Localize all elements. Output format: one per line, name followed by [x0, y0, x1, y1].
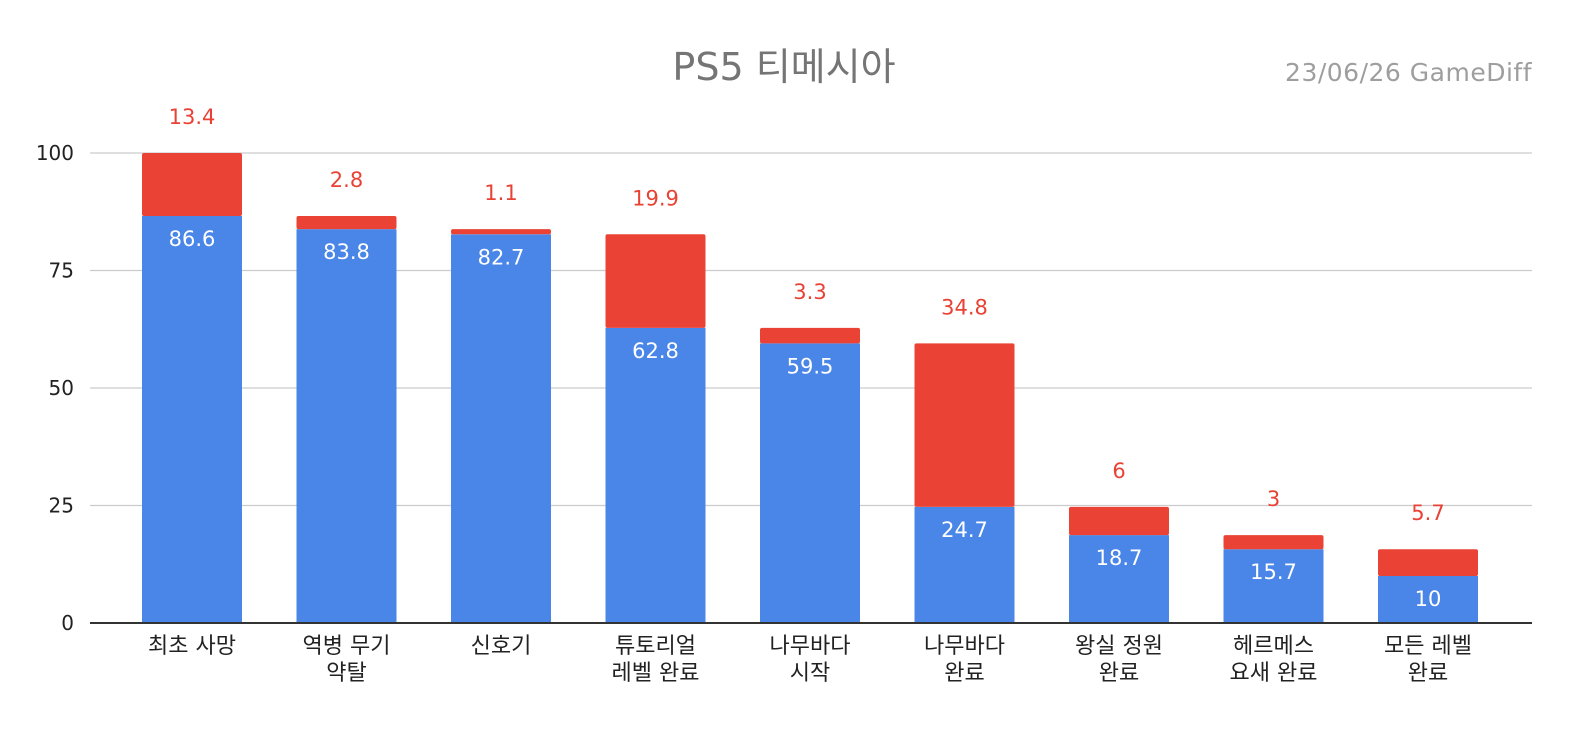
value-label-bottom: 83.8 [323, 240, 370, 264]
bar-segment-blue [451, 234, 551, 623]
bar-segment-red [451, 229, 551, 235]
bar-segment-red [142, 153, 242, 216]
category-label: 역병 무기 [303, 634, 391, 659]
y-tick-label: 50 [49, 376, 74, 400]
y-axis-ticks: 0 25 50 75 100 [36, 141, 74, 635]
category-label: 모든 레벨 [1384, 634, 1472, 659]
value-label-top: 19.9 [632, 186, 679, 210]
value-label-top: 2.8 [330, 168, 363, 192]
category-label: 완료 [1408, 661, 1448, 686]
bar-segment-blue [142, 215, 242, 624]
bar-segment-blue [1069, 535, 1169, 623]
bar-segment-blue [1223, 549, 1324, 623]
value-label-bottom: 18.7 [1096, 546, 1143, 570]
value-label-top: 3 [1267, 487, 1280, 511]
bar-segment-red [1378, 549, 1478, 576]
bars [142, 153, 1478, 624]
value-label-top: 1.1 [484, 181, 517, 205]
bar-segment-blue [760, 343, 860, 623]
bar-segment-red [1223, 535, 1324, 550]
y-tick-label: 25 [49, 494, 74, 518]
category-label: 약탈 [326, 661, 366, 686]
category-label: 완료 [944, 661, 984, 686]
value-labels: 86.6 13.4 83.8 2.8 82.7 1.1 62.8 19.9 59.5 3.3 24.… [169, 105, 1445, 611]
bar-segment-blue [605, 327, 706, 623]
y-tick-label: 100 [36, 141, 74, 165]
y-tick-label: 0 [61, 611, 74, 635]
value-label-top: 34.8 [941, 295, 988, 319]
value-label-bottom: 86.6 [169, 227, 216, 251]
category-label: 왕실 정원 [1075, 634, 1163, 659]
bar-segment-red [1069, 506, 1169, 536]
category-label: 완료 [1099, 661, 1139, 686]
bar-segment-blue [914, 506, 1015, 623]
value-label-bottom: 15.7 [1250, 560, 1297, 584]
category-label: 신호기 [471, 634, 532, 659]
value-label-bottom: 82.7 [478, 245, 525, 269]
value-label-top: 13.4 [169, 105, 216, 129]
value-label-bottom: 59.5 [787, 354, 834, 378]
value-label-top: 5.7 [1411, 501, 1444, 525]
category-label: 요새 완료 [1230, 661, 1318, 686]
category-label: 나무바다 [924, 634, 1005, 659]
category-label: 튜토리얼 [615, 634, 696, 659]
category-label: 헤르메스 [1233, 634, 1314, 659]
bar-segment-blue [296, 229, 397, 623]
chart-title: PS5 티메시아 [672, 45, 896, 89]
bar-segment-red [296, 215, 397, 230]
value-label-bottom: 24.7 [941, 518, 988, 542]
value-label-top: 6 [1112, 459, 1125, 483]
category-label: 나무바다 [770, 634, 851, 659]
bar-segment-red [760, 327, 860, 344]
y-tick-label: 75 [49, 259, 74, 283]
chart-subtitle: 23/06/26 GameDiff [1285, 58, 1532, 87]
value-label-bottom: 62.8 [632, 339, 679, 363]
value-label-bottom: 10 [1415, 587, 1442, 611]
category-label: 최초 사망 [148, 634, 236, 659]
bar-segment-red [914, 343, 1015, 507]
category-label: 레벨 완료 [612, 661, 700, 686]
category-label: 시작 [790, 661, 830, 686]
bar-segment-blue [1378, 576, 1478, 623]
bar-segment-red [605, 234, 706, 328]
value-label-top: 3.3 [793, 280, 826, 304]
